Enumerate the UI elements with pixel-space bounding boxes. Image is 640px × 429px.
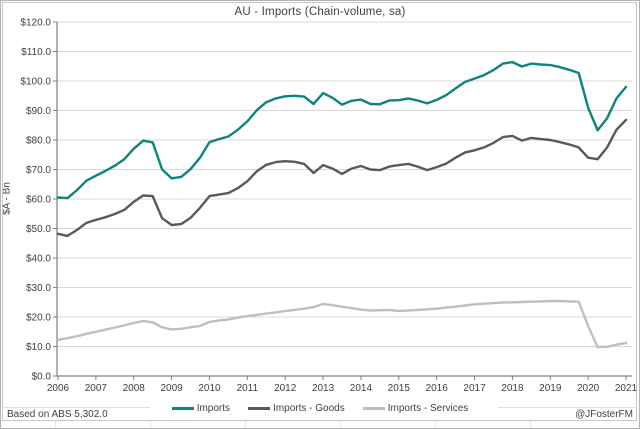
svg-text:2008: 2008 [123, 383, 146, 394]
svg-text:2007: 2007 [85, 383, 108, 394]
legend-line-swatch [248, 407, 271, 410]
svg-text:$30.0: $30.0 [26, 283, 51, 294]
svg-text:2015: 2015 [388, 383, 411, 394]
legend-label: Imports - Goods [273, 403, 345, 414]
svg-text:$100.0: $100.0 [20, 77, 51, 88]
svg-text:2010: 2010 [198, 383, 221, 394]
svg-text:$50.0: $50.0 [26, 224, 51, 235]
svg-text:$110.0: $110.0 [21, 47, 51, 58]
svg-text:2013: 2013 [312, 383, 335, 394]
axis-labels: $120.0 $110.0 $100.0 $90.0 $80.0 $70.0 $60.0 $5… [20, 18, 637, 395]
legend-label: Imports - Services [387, 403, 469, 414]
legend-item-imports: Imports [171, 403, 231, 414]
svg-text:2019: 2019 [539, 383, 562, 394]
svg-text:$20.0: $20.0 [26, 313, 51, 324]
svg-text:2016: 2016 [426, 383, 449, 394]
source-caption: Based on ABS 5,302.0 [7, 409, 108, 420]
data-series [56, 60, 628, 349]
svg-text:$10.0: $10.0 [26, 342, 51, 353]
svg-text:$80.0: $80.0 [26, 136, 51, 147]
svg-text:$120.0: $120.0 [20, 18, 51, 29]
gridlines [57, 21, 632, 347]
svg-text:2018: 2018 [501, 383, 524, 394]
svg-text:2014: 2014 [350, 383, 373, 394]
svg-text:2020: 2020 [577, 383, 600, 394]
svg-text:2009: 2009 [160, 383, 183, 394]
chart-title: AU - Imports (Chain-volume, sa) [234, 6, 406, 18]
axes [53, 21, 632, 380]
svg-text:$90.0: $90.0 [26, 106, 51, 117]
svg-text:$40.0: $40.0 [26, 254, 51, 265]
chart-border [2, 2, 637, 421]
svg-text:2021: 2021 [615, 383, 638, 394]
svg-text:$0.0: $0.0 [32, 372, 52, 383]
legend-line-swatch [362, 407, 385, 410]
svg-text:2006: 2006 [47, 383, 70, 394]
legend-label: Imports [196, 403, 231, 414]
svg-text:2011: 2011 [237, 383, 259, 394]
legend: Imports Imports - Goods Imports - Servic… [0, 401, 640, 416]
legend-item-imports-goods: Imports - Goods [248, 403, 345, 414]
legend-item-imports-services: Imports - Services [362, 403, 469, 414]
svg-text:$70.0: $70.0 [26, 165, 51, 176]
svg-text:2012: 2012 [274, 383, 297, 394]
svg-text:2017: 2017 [463, 383, 486, 394]
author-handle-caption: @JFosterFM [575, 409, 633, 420]
svg-text:$60.0: $60.0 [26, 195, 51, 206]
legend-line-swatch [171, 407, 194, 410]
